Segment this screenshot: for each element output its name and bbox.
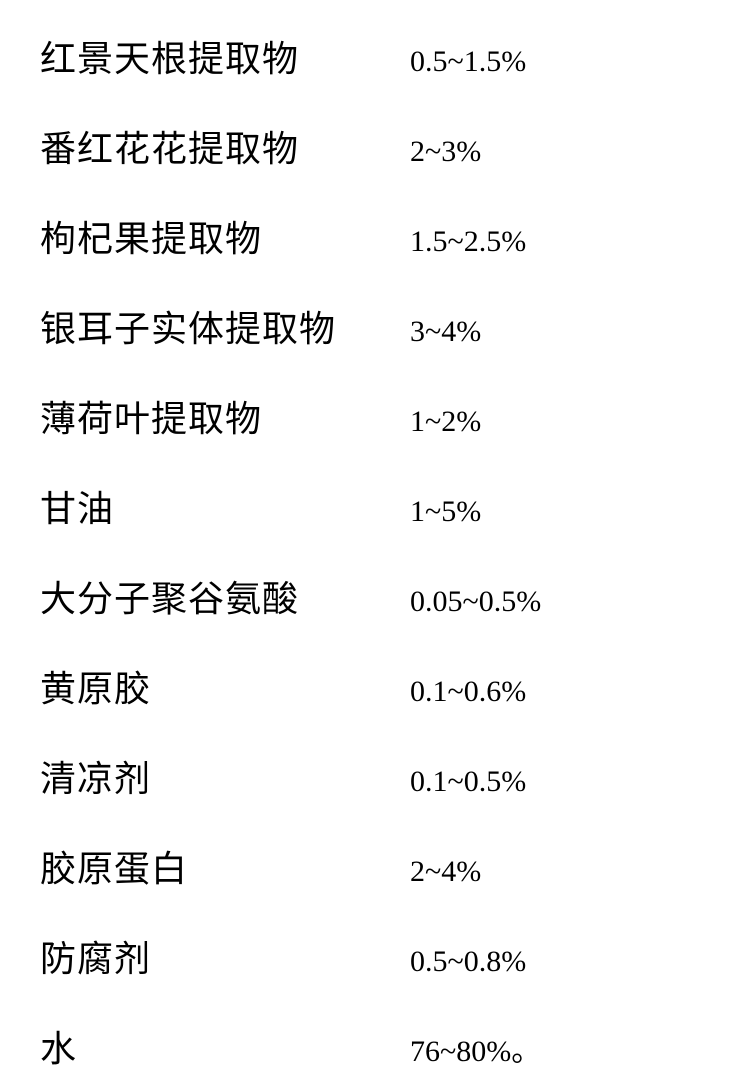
ingredient-row: 大分子聚谷氨酸 0.05~0.5% — [40, 570, 690, 622]
ingredient-value: 1~2% — [410, 405, 481, 439]
ingredient-row: 胶原蛋白 2~4% — [40, 840, 690, 892]
ingredient-row: 水 76~80%。 — [40, 1020, 690, 1072]
ingredient-name: 甘油 — [40, 480, 410, 532]
ingredient-value: 0.05~0.5% — [410, 585, 541, 619]
ingredient-row: 清凉剂 0.1~0.5% — [40, 750, 690, 802]
ingredient-name: 清凉剂 — [40, 750, 410, 802]
ingredient-name: 大分子聚谷氨酸 — [40, 570, 410, 622]
ingredient-value: 2~4% — [410, 855, 481, 889]
ingredient-value: 0.1~0.6% — [410, 675, 526, 709]
ingredient-name: 银耳子实体提取物 — [40, 300, 410, 352]
ingredient-name: 枸杞果提取物 — [40, 210, 410, 262]
ingredient-value: 1~5% — [410, 495, 481, 529]
ingredient-row: 红景天根提取物 0.5~1.5% — [40, 30, 690, 82]
ingredient-list: 红景天根提取物 0.5~1.5% 番红花花提取物 2~3% 枸杞果提取物 1.5… — [40, 30, 690, 1072]
ingredient-name: 胶原蛋白 — [40, 840, 410, 892]
ingredient-value: 76~80%。 — [410, 1026, 541, 1070]
ingredient-name: 黄原胶 — [40, 660, 410, 712]
ingredient-row: 番红花花提取物 2~3% — [40, 120, 690, 172]
ingredient-row: 黄原胶 0.1~0.6% — [40, 660, 690, 712]
ingredient-row: 防腐剂 0.5~0.8% — [40, 930, 690, 982]
ingredient-row: 薄荷叶提取物 1~2% — [40, 390, 690, 442]
ingredient-name: 红景天根提取物 — [40, 30, 410, 82]
ingredient-row: 甘油 1~5% — [40, 480, 690, 532]
ingredient-value: 1.5~2.5% — [410, 225, 526, 259]
ingredient-row: 枸杞果提取物 1.5~2.5% — [40, 210, 690, 262]
ingredient-row: 银耳子实体提取物 3~4% — [40, 300, 690, 352]
ingredient-value: 2~3% — [410, 135, 481, 169]
ingredient-value: 0.5~1.5% — [410, 45, 526, 79]
ingredient-name: 水 — [40, 1020, 410, 1072]
ingredient-name: 薄荷叶提取物 — [40, 390, 410, 442]
ingredient-name: 番红花花提取物 — [40, 120, 410, 172]
ingredient-name: 防腐剂 — [40, 930, 410, 982]
ingredient-value: 0.5~0.8% — [410, 945, 526, 979]
ingredient-value: 0.1~0.5% — [410, 765, 526, 799]
ingredient-value: 3~4% — [410, 315, 481, 349]
